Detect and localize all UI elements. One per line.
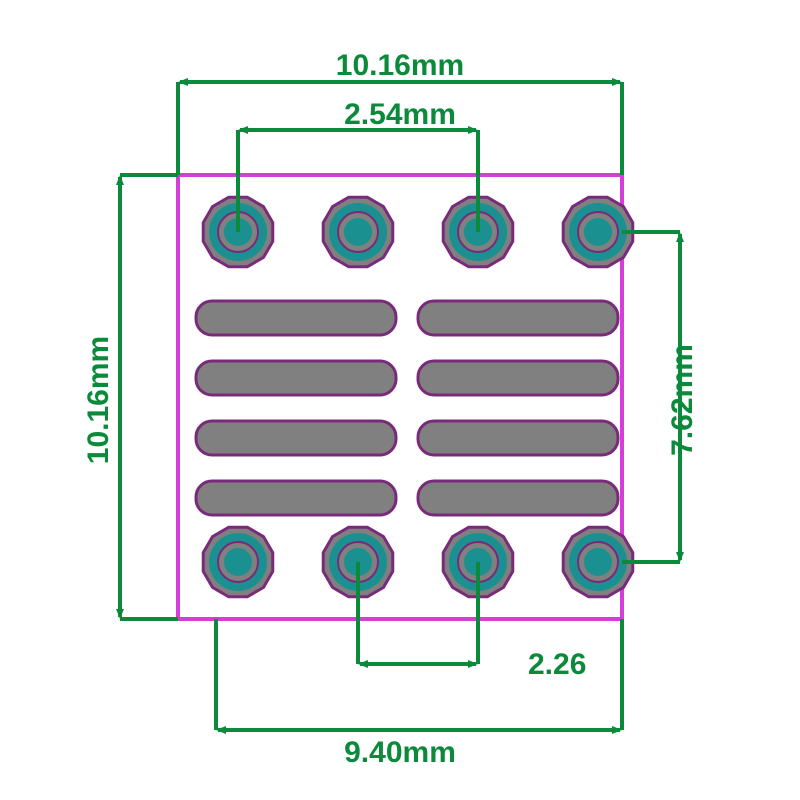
smd-pad <box>196 481 396 515</box>
dimension-label: 2.54mm <box>344 98 456 131</box>
dimension-label: 7.62mm <box>666 344 699 456</box>
through-hole-pad <box>323 197 393 267</box>
smd-pad <box>196 421 396 455</box>
smd-pad <box>196 301 396 335</box>
dimension-label: 2.26 <box>528 648 586 681</box>
smd-pad <box>418 361 618 395</box>
dimension-label: 10.16mm <box>82 336 115 464</box>
smd-pad <box>418 301 618 335</box>
pcb-dimension-diagram: 10.16mm 2.54mm 2.26 9.40mm 10.16mm 7.62mm <box>0 0 800 800</box>
smd-pad <box>418 481 618 515</box>
through-hole-pad <box>203 527 273 597</box>
dimension-label: 10.16mm <box>336 49 464 82</box>
smd-pad <box>418 421 618 455</box>
dimension-label: 9.40mm <box>344 736 456 769</box>
smd-pad <box>196 361 396 395</box>
